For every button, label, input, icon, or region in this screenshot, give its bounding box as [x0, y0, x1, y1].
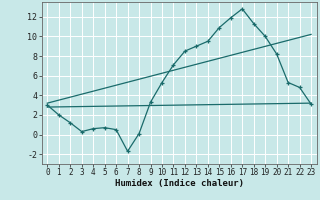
X-axis label: Humidex (Indice chaleur): Humidex (Indice chaleur): [115, 179, 244, 188]
